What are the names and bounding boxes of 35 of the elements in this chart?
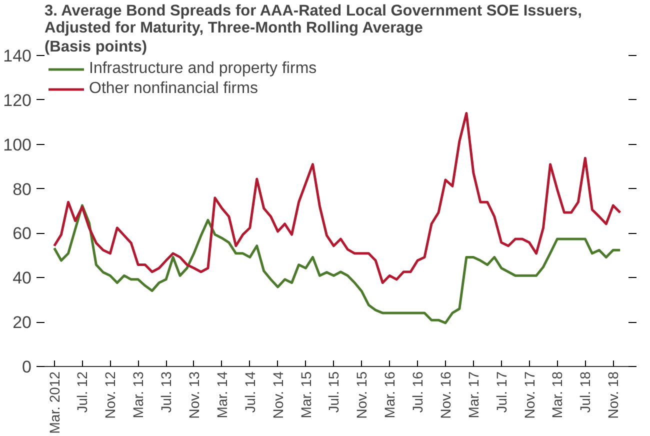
- x-tick-label: Nov. 16: [437, 371, 454, 419]
- chart-title: 3. Average Bond Spreads for AAA-Rated Local Government SOE Issuers, Adjusted for Maturity, Three-Month Rolling Average: [44, 2, 582, 36]
- x-tick-label: Jul. 17: [493, 371, 510, 413]
- x-tick-label: Jul. 15: [326, 371, 342, 413]
- y-tick-label: 100: [3, 135, 32, 154]
- y-tick-label: 80: [12, 180, 32, 199]
- line-series: [53, 112, 622, 284]
- y-tick-label: 60: [12, 224, 32, 244]
- x-tick-label: Mar. 18: [549, 371, 566, 418]
- y-tick-label: 0: [22, 358, 32, 376]
- x-tick-label: Nov. 13: [186, 371, 202, 419]
- y-tick-label: 20: [12, 313, 32, 332]
- y-tick-label: 120: [3, 90, 32, 110]
- chart-subtitle: (Basis points): [44, 38, 147, 56]
- x-tick-label: Jul. 14: [242, 371, 258, 413]
- x-tick-label: Mar. 17: [465, 371, 482, 418]
- y-tick-label: 140: [3, 46, 32, 66]
- legend-label: Other nonfinancial firms: [89, 80, 258, 98]
- x-tick-label: Mar. 2012: [46, 371, 62, 434]
- x-tick-label: Mar. 15: [298, 371, 314, 418]
- x-tick-label: Jul. 13: [158, 371, 174, 413]
- x-tick-label: Jul. 16: [410, 371, 426, 413]
- x-tick-label: Nov. 18: [605, 371, 622, 419]
- x-tick-label: Nov. 15: [354, 371, 370, 419]
- line-series: [53, 204, 622, 324]
- x-tick-label: Mar. 13: [130, 371, 146, 418]
- x-tick-label: Mar. 16: [382, 371, 398, 418]
- legend-label: Infrastructure and property firms: [89, 60, 317, 78]
- x-tick-label: Nov. 14: [270, 371, 286, 419]
- x-tick-label: Jul. 18: [577, 371, 594, 413]
- y-tick-label: 40: [12, 268, 32, 288]
- x-tick-label: Jul. 12: [74, 371, 90, 413]
- x-tick-label: Nov. 17: [521, 371, 538, 419]
- x-tick-label: Nov. 12: [102, 371, 118, 419]
- x-tick-label: Mar. 14: [214, 371, 230, 418]
